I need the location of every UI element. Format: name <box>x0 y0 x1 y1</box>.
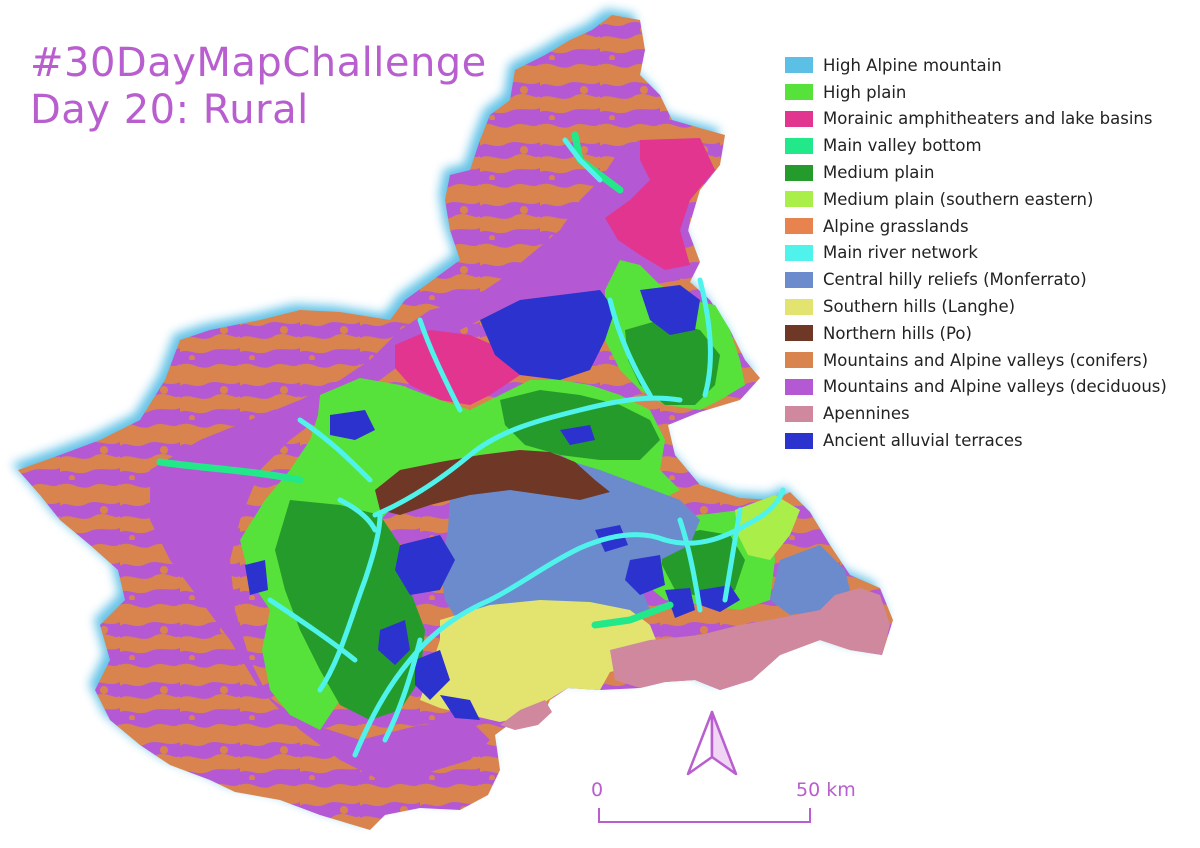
legend-item: Ancient alluvial terraces <box>785 427 1167 454</box>
legend-label: High plain <box>823 82 907 102</box>
legend-item: Northern hills (Po) <box>785 320 1167 347</box>
north-arrow-icon <box>686 710 738 776</box>
southern-hills-langhe <box>420 600 660 722</box>
legend-swatch <box>785 432 813 449</box>
legend-item: Mountains and Alpine valleys (deciduous) <box>785 374 1167 401</box>
legend-item: Medium plain <box>785 159 1167 186</box>
scale-start-label: 0 <box>591 779 604 801</box>
legend-label: Northern hills (Po) <box>823 323 972 343</box>
legend-item: Medium plain (southern eastern) <box>785 186 1167 213</box>
legend-swatch <box>785 271 813 288</box>
medium-plain-ne <box>625 320 720 405</box>
legend-swatch <box>785 378 813 395</box>
legend-label: Medium plain <box>823 163 935 183</box>
legend-swatch <box>785 57 813 74</box>
legend-label: Main river network <box>823 243 978 263</box>
legend-item: Main river network <box>785 240 1167 267</box>
legend-label: Central hilly reliefs (Monferrato) <box>823 270 1087 290</box>
legend-item: Southern hills (Langhe) <box>785 293 1167 320</box>
scale-bar <box>598 808 811 823</box>
legend-label: Morainic amphitheaters and lake basins <box>823 109 1153 129</box>
legend-label: Alpine grasslands <box>823 216 969 236</box>
legend-swatch <box>785 110 813 127</box>
central-hilly-east <box>770 545 850 615</box>
legend-swatch <box>785 191 813 208</box>
legend-item: High plain <box>785 79 1167 106</box>
legend-item: High Alpine mountain <box>785 52 1167 79</box>
legend-item: Central hilly reliefs (Monferrato) <box>785 266 1167 293</box>
legend-swatch <box>785 405 813 422</box>
morainic-ivrea <box>395 330 520 405</box>
legend-label: Mountains and Alpine valleys (deciduous) <box>823 377 1167 397</box>
medium-plain-north <box>500 390 660 460</box>
legend-swatch <box>785 218 813 235</box>
legend-label: High Alpine mountain <box>823 55 1002 75</box>
legend-item: Apennines <box>785 400 1167 427</box>
medium-plain-west <box>275 500 425 720</box>
legend-label: Medium plain (southern eastern) <box>823 189 1094 209</box>
legend-swatch <box>785 84 813 101</box>
legend-swatch <box>785 325 813 342</box>
apennines-west <box>500 700 552 730</box>
legend-swatch <box>785 137 813 154</box>
morainic-north <box>605 138 715 270</box>
legend-item: Mountains and Alpine valleys (conifers) <box>785 347 1167 374</box>
legend-label: Main valley bottom <box>823 136 982 156</box>
map-subtitle: Day 20: Rural <box>30 87 309 133</box>
map-title: #30DayMapChallenge <box>30 40 487 86</box>
northern-hills-po <box>375 450 610 515</box>
main-river-network <box>267 137 786 758</box>
legend-swatch <box>785 244 813 261</box>
legend-swatch <box>785 298 813 315</box>
ancient-alluvial-terraces <box>245 285 740 720</box>
legend-item: Alpine grasslands <box>785 213 1167 240</box>
legend-item: Main valley bottom <box>785 132 1167 159</box>
legend-swatch <box>785 352 813 369</box>
legend-label: Apennines <box>823 404 910 424</box>
legend-label: Southern hills (Langhe) <box>823 297 1016 317</box>
legend-label: Ancient alluvial terraces <box>823 431 1023 451</box>
legend: High Alpine mountain High plain Morainic a… <box>785 52 1167 454</box>
apennines <box>610 588 890 690</box>
scale-end-label: 50 km <box>796 779 856 801</box>
legend-label: Mountains and Alpine valleys (conifers) <box>823 350 1149 370</box>
medium-plain-southern-eastern <box>735 495 800 560</box>
legend-swatch <box>785 164 813 181</box>
legend-item: Morainic amphitheaters and lake basins <box>785 106 1167 133</box>
